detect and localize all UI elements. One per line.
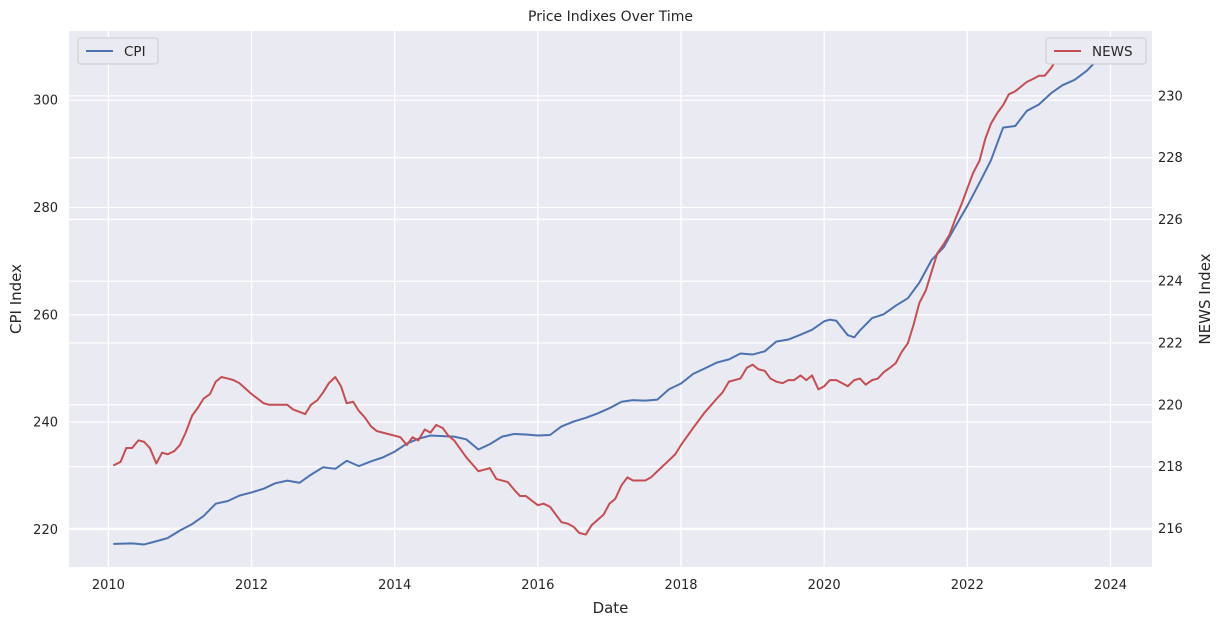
legend-cpi-box	[77, 37, 159, 65]
cpi-series-line	[113, 49, 1112, 546]
y-right-tick-label: 222	[1158, 337, 1183, 352]
legend-cpi: CPI	[77, 37, 159, 65]
plot-area	[69, 31, 1152, 567]
legend-news-label: NEWS	[1092, 44, 1133, 60]
y-left-tick-label: 300	[33, 94, 58, 109]
y-left-tick-label: 260	[33, 308, 58, 323]
y-right-tick-label: 230	[1158, 89, 1183, 104]
chart-title: Price Indixes Over Time	[528, 9, 693, 25]
y-axis-right-label: NEWS Index	[1196, 253, 1214, 344]
legend-news: NEWS	[1045, 37, 1147, 65]
y-left-tick-label: 240	[33, 416, 58, 431]
y-right-tick-label: 220	[1158, 398, 1183, 413]
grid-lines	[69, 31, 1152, 567]
legend-news-box	[1045, 37, 1147, 65]
y-right-tick-label: 216	[1158, 522, 1183, 537]
y-left-tick-label: 220	[33, 523, 58, 538]
legend-cpi-label: CPI	[124, 44, 146, 60]
y-right-tick-label: 224	[1158, 275, 1183, 290]
x-tick-label: 2012	[235, 578, 268, 593]
axes: 2010 2012 2014 2016 2018 2020 2022 2024 220 240 26…	[33, 89, 1183, 593]
x-axis-label: Date	[593, 599, 629, 617]
news-series-line	[113, 45, 1112, 536]
x-tick-label: 2014	[378, 578, 411, 593]
x-tick-label: 2024	[1094, 578, 1127, 593]
y-left-tick-label: 280	[33, 201, 58, 216]
x-tick-label: 2022	[951, 578, 984, 593]
y-right-tick-label: 218	[1158, 460, 1183, 475]
y-right-tick-label: 226	[1158, 213, 1183, 228]
series-lines	[113, 45, 1112, 546]
x-tick-label: 2016	[521, 578, 554, 593]
y-axis-left-label: CPI Index	[7, 264, 25, 334]
x-tick-label: 2018	[664, 578, 697, 593]
y-right-tick-label: 228	[1158, 151, 1183, 166]
x-tick-label: 2020	[808, 578, 841, 593]
x-tick-label: 2010	[92, 578, 125, 593]
